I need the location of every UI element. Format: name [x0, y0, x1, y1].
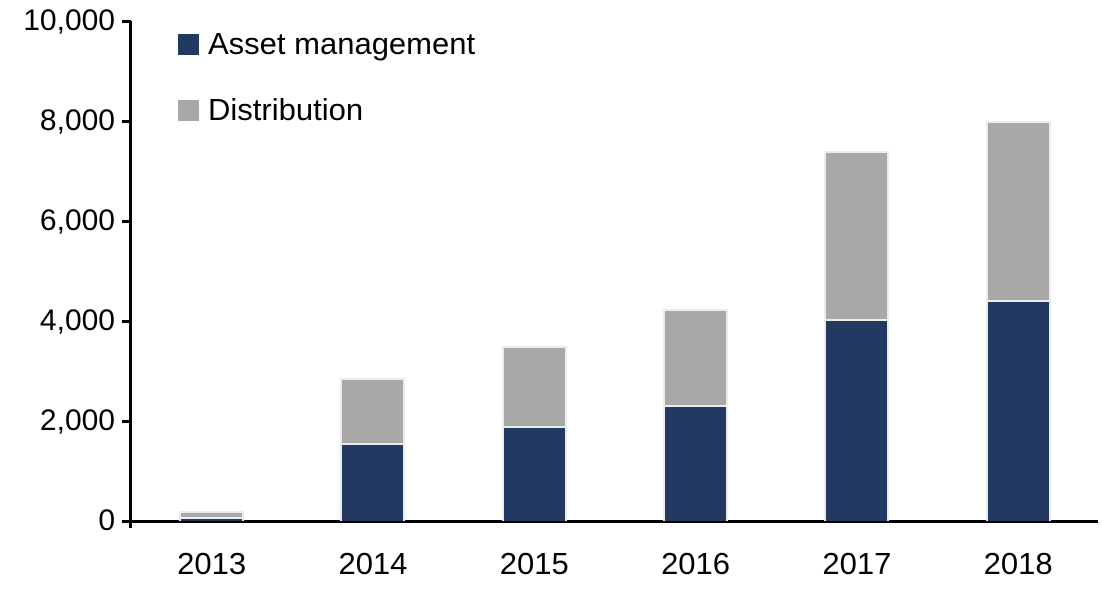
y-axis-line: [129, 21, 132, 528]
legend-swatch-icon: [178, 33, 199, 55]
bar-segment-asset-management-2016: [663, 404, 729, 521]
bar-segment-asset-management-2014: [340, 442, 406, 521]
bar-segment-asset-management-2017: [824, 318, 890, 521]
x-category-label-2015: 2015: [499, 546, 569, 581]
legend-item-asset-management: Asset management: [178, 27, 475, 61]
y-tick-label: 6,000: [39, 204, 115, 237]
bar-segment-distribution-2016: [663, 308, 729, 405]
y-tick-mark: [122, 219, 131, 223]
x-category-label-2016: 2016: [661, 546, 731, 581]
bar-segment-distribution-2015: [501, 346, 567, 426]
y-tick-label: 8,000: [39, 104, 115, 137]
legend: Asset management Distribution: [178, 27, 475, 159]
y-tick-mark: [122, 319, 131, 323]
legend-label: Asset management: [208, 26, 476, 61]
y-tick-label: 4,000: [39, 304, 115, 337]
legend-swatch-icon: [178, 99, 199, 121]
y-tick-mark: [122, 419, 131, 423]
y-tick-label: 2,000: [39, 404, 115, 437]
y-tick-mark: [122, 519, 131, 523]
bar-segment-distribution-2018: [985, 121, 1051, 300]
bar-segment-asset-management-2013: [179, 516, 245, 521]
legend-item-distribution: Distribution: [178, 93, 475, 127]
y-tick-label: 0: [98, 504, 115, 537]
y-tick-mark: [122, 19, 131, 23]
legend-label: Distribution: [208, 92, 364, 127]
x-category-label-2014: 2014: [338, 546, 408, 581]
x-axis-line: [122, 520, 1098, 523]
bar-segment-distribution-2014: [340, 378, 406, 443]
x-category-label-2018: 2018: [983, 546, 1053, 581]
y-tick-label: 10,000: [23, 4, 115, 37]
bar-segment-asset-management-2018: [985, 299, 1051, 521]
x-category-label-2017: 2017: [822, 546, 892, 581]
x-category-label-2013: 2013: [177, 546, 247, 581]
bar-segment-asset-management-2015: [501, 425, 567, 521]
y-tick-mark: [122, 119, 131, 123]
bar-segment-distribution-2013: [179, 511, 245, 517]
bar-segment-distribution-2017: [824, 151, 890, 319]
